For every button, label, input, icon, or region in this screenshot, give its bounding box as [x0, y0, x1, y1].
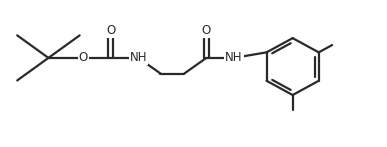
Text: O: O	[79, 51, 88, 64]
Text: O: O	[202, 24, 211, 37]
Text: O: O	[106, 24, 115, 37]
Text: NH: NH	[130, 51, 147, 64]
Text: NH: NH	[225, 51, 243, 64]
